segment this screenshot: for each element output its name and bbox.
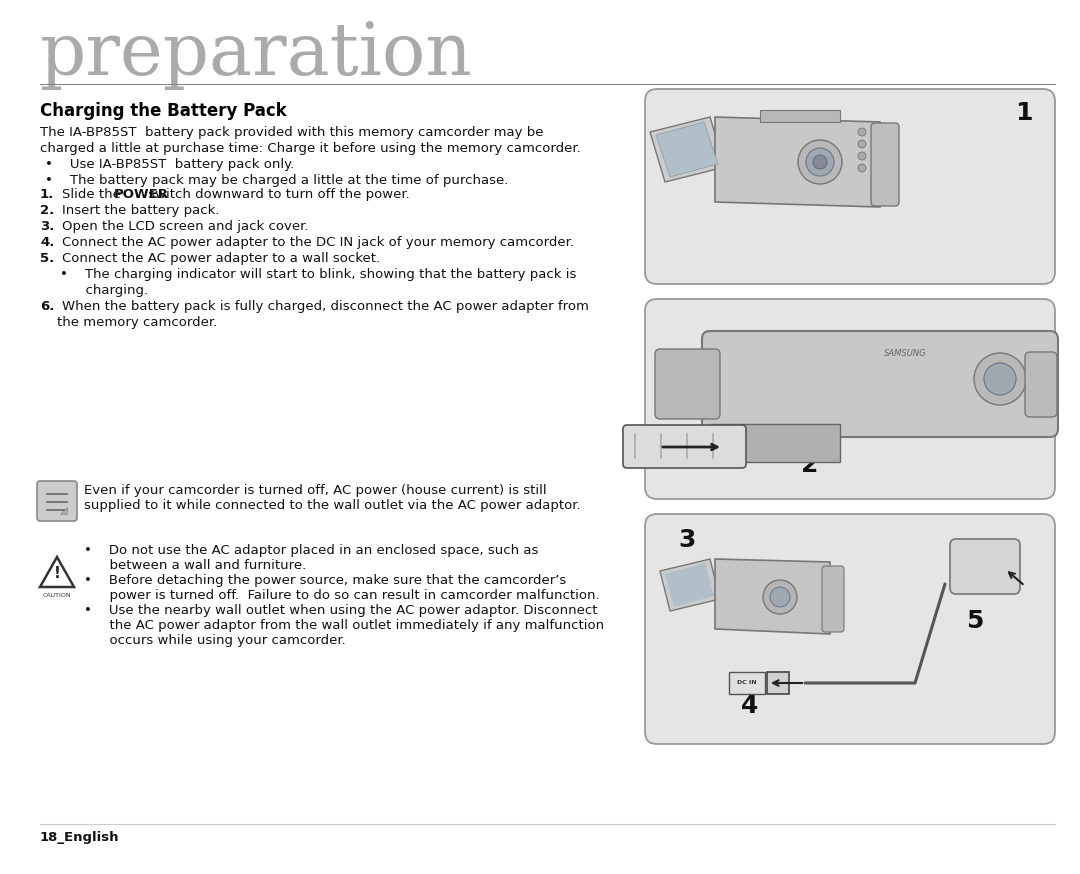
Text: SAMSUNG: SAMSUNG [883, 350, 927, 358]
FancyBboxPatch shape [654, 349, 720, 419]
Text: 6.: 6. [40, 300, 54, 313]
Text: •    Use IA-BP85ST  battery pack only.: • Use IA-BP85ST battery pack only. [45, 158, 294, 171]
Circle shape [858, 128, 866, 136]
FancyBboxPatch shape [623, 425, 746, 468]
Text: •    The charging indicator will start to blink, showing that the battery pack i: • The charging indicator will start to b… [60, 268, 577, 281]
FancyBboxPatch shape [645, 89, 1055, 284]
Text: •    The battery pack may be charged a little at the time of purchase.: • The battery pack may be charged a litt… [45, 174, 509, 187]
Text: !: ! [54, 566, 60, 581]
Circle shape [813, 155, 827, 169]
FancyBboxPatch shape [710, 424, 840, 462]
Circle shape [798, 140, 842, 184]
Text: 2: 2 [801, 453, 819, 477]
Text: When the battery pack is fully charged, disconnect the AC power adapter from: When the battery pack is fully charged, … [62, 300, 589, 313]
FancyBboxPatch shape [645, 514, 1055, 744]
Polygon shape [715, 117, 880, 207]
Polygon shape [60, 507, 67, 514]
Text: Connect the AC power adapter to the DC IN jack of your memory camcorder.: Connect the AC power adapter to the DC I… [62, 236, 573, 249]
Circle shape [984, 363, 1016, 395]
Text: occurs while using your camcorder.: occurs while using your camcorder. [84, 634, 346, 647]
Text: 4: 4 [741, 694, 758, 718]
Text: CAUTION: CAUTION [43, 593, 71, 598]
Text: supplied to it while connected to the wall outlet via the AC power adaptor.: supplied to it while connected to the wa… [84, 499, 581, 512]
Text: •    Before detaching the power source, make sure that the camcorder’s: • Before detaching the power source, mak… [84, 574, 566, 587]
FancyBboxPatch shape [767, 672, 789, 694]
Text: between a wall and furniture.: between a wall and furniture. [84, 559, 307, 572]
Text: charged a little at purchase time: Charge it before using the memory camcorder.: charged a little at purchase time: Charg… [40, 142, 581, 155]
Polygon shape [660, 559, 720, 611]
Text: 5: 5 [967, 609, 984, 633]
FancyBboxPatch shape [1025, 352, 1057, 417]
Polygon shape [665, 563, 714, 607]
Text: POWER: POWER [113, 188, 168, 201]
Text: charging.: charging. [60, 284, 148, 297]
Circle shape [858, 140, 866, 148]
FancyBboxPatch shape [822, 566, 843, 632]
Text: Slide the: Slide the [62, 188, 125, 201]
FancyBboxPatch shape [37, 481, 77, 521]
Text: 4.: 4. [40, 236, 54, 249]
Circle shape [858, 164, 866, 172]
Text: 18_English: 18_English [40, 831, 120, 844]
Text: The IA-BP85ST  battery pack provided with this memory camcorder may be: The IA-BP85ST battery pack provided with… [40, 126, 543, 139]
Text: 5.: 5. [40, 252, 54, 265]
Text: 2.: 2. [40, 204, 54, 217]
Text: 3.: 3. [40, 220, 54, 233]
Circle shape [762, 580, 797, 614]
Text: Charging the Battery Pack: Charging the Battery Pack [40, 102, 287, 120]
Text: Connect the AC power adapter to a wall socket.: Connect the AC power adapter to a wall s… [62, 252, 380, 265]
FancyBboxPatch shape [729, 672, 765, 694]
Circle shape [770, 587, 789, 607]
Text: 3: 3 [678, 528, 696, 552]
Text: Even if your camcorder is turned off, AC power (house current) is still: Even if your camcorder is turned off, AC… [84, 484, 546, 497]
Text: Open the LCD screen and jack cover.: Open the LCD screen and jack cover. [62, 220, 309, 233]
Circle shape [974, 353, 1026, 405]
Text: •    Do not use the AC adaptor placed in an enclosed space, such as: • Do not use the AC adaptor placed in an… [84, 544, 538, 557]
Text: the memory camcorder.: the memory camcorder. [40, 316, 217, 329]
Text: power is turned off.  Failure to do so can result in camcorder malfunction.: power is turned off. Failure to do so ca… [84, 589, 599, 602]
Polygon shape [715, 559, 831, 634]
Bar [760, 110, 840, 122]
Text: Insert the battery pack.: Insert the battery pack. [62, 204, 219, 217]
Text: •    Use the nearby wall outlet when using the AC power adaptor. Disconnect: • Use the nearby wall outlet when using … [84, 604, 597, 617]
Polygon shape [40, 557, 75, 587]
Text: switch downward to turn off the power.: switch downward to turn off the power. [144, 188, 409, 201]
FancyBboxPatch shape [702, 331, 1058, 437]
FancyBboxPatch shape [645, 299, 1055, 499]
Text: preparation: preparation [40, 19, 473, 89]
Polygon shape [650, 117, 725, 182]
Polygon shape [656, 122, 718, 177]
Circle shape [858, 152, 866, 160]
Text: the AC power adaptor from the wall outlet immediately if any malfunction: the AC power adaptor from the wall outle… [84, 619, 604, 632]
Circle shape [806, 148, 834, 176]
FancyBboxPatch shape [950, 539, 1020, 594]
Text: 1.: 1. [40, 188, 54, 201]
Text: 1: 1 [1015, 101, 1032, 125]
Text: DC IN: DC IN [738, 679, 757, 684]
FancyBboxPatch shape [870, 123, 899, 206]
